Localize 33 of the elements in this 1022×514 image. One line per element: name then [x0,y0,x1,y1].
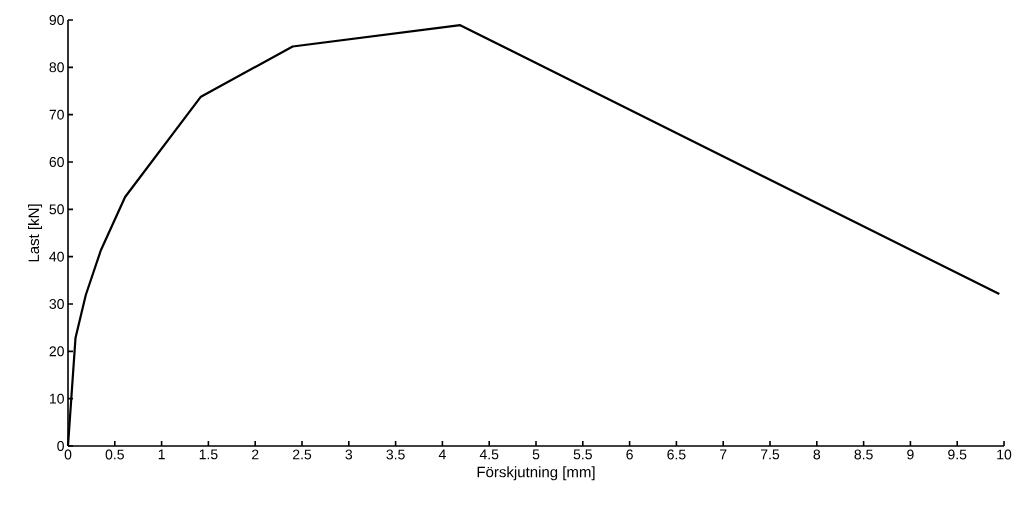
x-tick-label: 10 [997,449,1012,460]
x-tick-label: 5.5 [573,449,592,460]
x-tick-label: 7.5 [761,449,780,460]
y-tick-label: 80 [49,62,64,73]
x-tick-label: 9 [907,449,914,460]
x-tick-label: 9.5 [948,449,967,460]
x-tick-label: 6.5 [667,449,686,460]
y-tick-label: 60 [49,157,64,167]
x-tick-label: 5 [532,449,540,460]
x-axis-title: Förskjutning [mm] [477,466,595,481]
x-tick-label: 4.5 [479,449,499,460]
y-axis-title: Last [kN] [28,204,43,262]
y-tick-label: 70 [49,109,64,120]
y-tick-label: 50 [49,204,64,215]
y-tick-label: 90 [49,15,64,25]
x-tick-label: 2.5 [292,449,312,460]
y-tick-label: 0 [57,441,64,451]
x-tick-label: 0.5 [105,449,124,460]
x-tick-label: 8 [813,449,821,460]
y-tick-label: 20 [49,346,64,357]
y-tick-label: 30 [49,299,64,309]
x-tick-label: 4 [438,449,446,460]
x-tick-label: 0 [64,449,72,460]
x-tick-label: 3 [345,449,353,460]
x-tick-label: 7 [720,449,727,460]
x-tick-label: 3.5 [386,449,405,460]
x-tick-label: 2 [252,449,259,460]
y-tick-label: 40 [49,251,64,262]
x-tick-label: 1.5 [199,449,218,460]
x-tick-label: 1 [158,449,165,460]
x-tick-label: 6 [626,449,633,460]
x-tick-label: 8.5 [854,449,873,460]
y-tick-label: 10 [49,393,64,404]
